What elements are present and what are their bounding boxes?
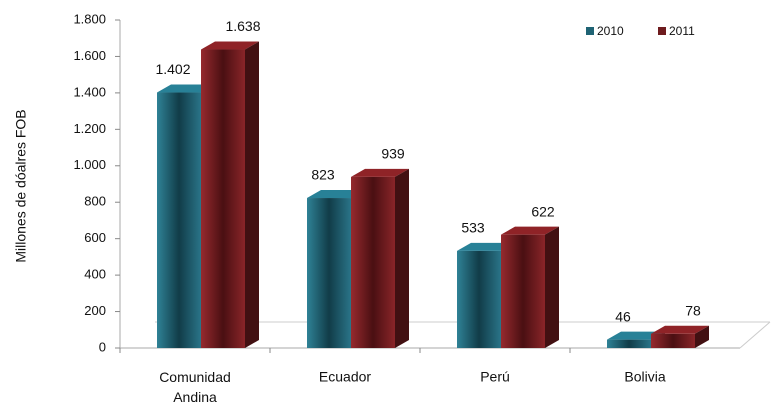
bar-front	[201, 49, 245, 349]
value-label: 823	[311, 167, 335, 183]
y-axis-label: Millones de dóalres FOB	[13, 109, 29, 262]
bar-top	[201, 41, 259, 50]
y-tick-label: 0	[99, 339, 106, 354]
bar-side	[545, 226, 559, 348]
y-tick-label: 1.000	[73, 157, 106, 172]
legend-swatch	[586, 27, 594, 35]
value-label: 939	[381, 146, 405, 162]
legend-label: 2011	[669, 24, 695, 38]
bar-top	[501, 226, 559, 235]
y-tick-label: 600	[84, 230, 106, 245]
value-label: 1.402	[155, 61, 190, 77]
y-tick-label: 1.600	[73, 48, 106, 63]
x-tick-label: Ecuador	[319, 369, 371, 385]
bar-front	[307, 198, 351, 348]
bar-side	[245, 41, 259, 349]
y-tick-label: 800	[84, 194, 106, 209]
bar-front	[157, 92, 201, 348]
bar	[351, 168, 409, 348]
legend-swatch	[658, 27, 666, 35]
bar-top	[651, 325, 709, 334]
y-tick-label: 1.400	[73, 84, 106, 99]
bar	[201, 41, 259, 349]
legend-label: 2010	[597, 24, 624, 38]
value-label: 533	[461, 220, 485, 236]
bar-top	[607, 331, 665, 340]
floor-side	[739, 321, 771, 349]
x-tick-label: Comunidad Andina	[159, 369, 231, 405]
x-tick-label: Perú	[480, 369, 510, 385]
bar-front	[457, 250, 501, 348]
bar-front	[651, 333, 695, 348]
bar-top	[307, 190, 365, 199]
value-label: 1.638	[225, 18, 260, 34]
bar-top	[457, 242, 515, 251]
bar-top	[157, 84, 215, 93]
bar-front	[607, 339, 651, 348]
y-tick-label: 400	[84, 267, 106, 282]
bar-front	[501, 234, 545, 348]
y-tick-label: 200	[84, 303, 106, 318]
bar-side	[395, 168, 409, 348]
y-tick-label: 1.200	[73, 121, 106, 136]
bar-front	[351, 176, 395, 348]
value-label: 622	[531, 203, 555, 219]
bar-side	[695, 325, 709, 348]
bar	[651, 325, 709, 348]
x-tick-label: Bolivia	[624, 369, 665, 385]
value-label: 78	[685, 302, 701, 318]
bar-top	[351, 168, 409, 177]
bar	[501, 226, 559, 348]
value-label: 46	[615, 308, 631, 324]
y-tick-label: 1.800	[73, 11, 106, 26]
